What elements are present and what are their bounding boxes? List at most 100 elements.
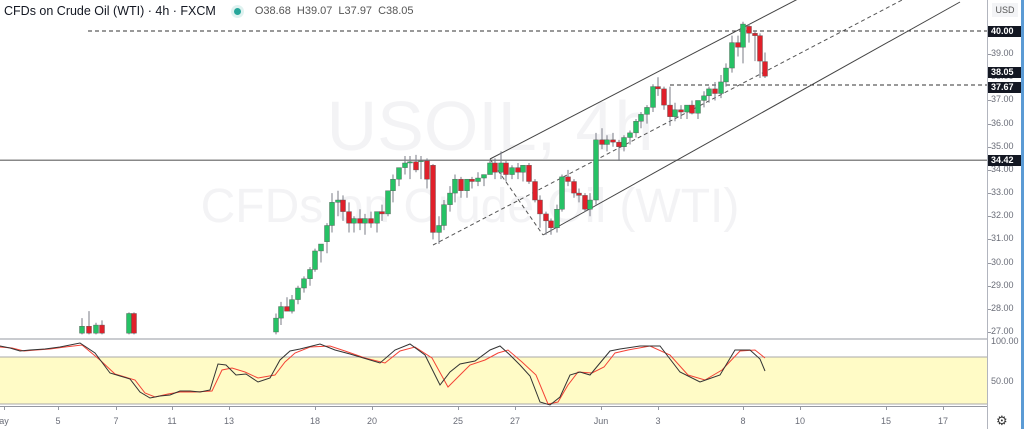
candle-down — [757, 35, 763, 62]
time-tick-label: 25 — [452, 416, 464, 426]
oscillator-band — [0, 357, 987, 404]
gear-icon: ⚙ — [996, 413, 1008, 428]
candle-up — [718, 81, 724, 94]
price-tick-mark — [988, 262, 991, 264]
time-tick-label: Jun — [593, 416, 609, 426]
ohlc-open: O38.68 — [254, 5, 291, 17]
time-tick-mark — [229, 407, 230, 410]
candle-down — [515, 167, 521, 173]
time-tick-mark — [800, 407, 801, 410]
price-level-tag[interactable]: 37.67 — [988, 82, 1021, 94]
candle-up — [295, 287, 301, 300]
time-tick-mark — [458, 407, 459, 410]
price-tick-label: 30.00 — [991, 256, 1014, 267]
stochastic-k-line — [0, 342, 766, 406]
time-tick-label: 27 — [509, 416, 521, 426]
time-axis[interactable]: ay 5 7 11 13 18 20 25 27 Jun 3 8 10 15 17 — [0, 406, 987, 429]
price-tick-label: 39.00 — [991, 48, 1014, 59]
candle-up — [312, 250, 318, 270]
price-tick-mark — [988, 169, 991, 171]
price-level-tag[interactable]: 38.05 — [988, 66, 1021, 78]
candle-up — [441, 204, 447, 226]
time-tick-mark — [601, 407, 602, 410]
chart-settings-button[interactable]: ⚙ — [996, 413, 1008, 429]
candle-down — [712, 88, 718, 94]
candle-down — [610, 139, 616, 143]
ohlc-low: L37.97 — [338, 5, 373, 17]
candle-down — [131, 313, 137, 334]
price-tick-label: 31.00 — [991, 233, 1014, 244]
candle-down — [503, 162, 509, 175]
price-tick-label: 34.00 — [991, 163, 1014, 174]
time-tick-mark — [886, 407, 887, 410]
channel-lower-line — [542, 1, 961, 236]
candle-down — [469, 178, 475, 182]
candle-down — [762, 61, 768, 77]
price-tick-mark — [988, 308, 991, 310]
time-tick-mark — [58, 407, 59, 410]
price-level-tag[interactable]: 34.42 — [988, 154, 1021, 166]
candle-up — [447, 192, 453, 205]
candle-down — [492, 162, 498, 173]
candle-up — [627, 132, 633, 138]
candle-down — [735, 42, 741, 48]
ohlc-close: C38.05 — [378, 5, 414, 17]
candle-up — [498, 162, 504, 173]
candle-down — [655, 86, 661, 90]
candle-up — [93, 324, 99, 334]
time-tick-label: ay — [0, 416, 9, 426]
candle-down — [368, 218, 374, 224]
candle-down — [340, 199, 346, 212]
currency-label[interactable]: USD — [992, 3, 1018, 17]
chart-header: CFDs on Crude Oil (WTI) · 4h · FXCM O38.… — [0, 0, 414, 22]
candle-up — [273, 317, 279, 333]
price-tick-mark — [988, 239, 991, 241]
candle-up — [638, 114, 644, 122]
candle-down — [543, 213, 549, 222]
candle-down — [284, 306, 290, 312]
candle-up — [520, 165, 526, 173]
price-tick-label: 36.00 — [991, 117, 1014, 128]
price-chart-canvas[interactable]: USOIL, 4h CFDs on Crude Oil (WTI) — [0, 0, 987, 406]
price-tick-label: 33.00 — [991, 187, 1014, 198]
candle-up — [672, 109, 678, 117]
candle-up — [554, 209, 560, 229]
time-tick-label: 20 — [366, 416, 378, 426]
candle-up — [374, 211, 380, 224]
price-axis[interactable]: USD 40.0039.0038.0037.0036.0035.0034.003… — [987, 0, 1024, 429]
time-tick-label: 11 — [167, 416, 177, 426]
price-tick-mark — [988, 146, 991, 148]
candle-up — [509, 167, 515, 175]
window-edge — [1021, 0, 1024, 429]
time-tick-mark — [515, 407, 516, 410]
candle-down — [99, 324, 105, 334]
time-tick-label: 8 — [740, 416, 746, 426]
candle-up — [729, 42, 735, 69]
oscillator-tick-label: 100.00 — [991, 336, 1019, 346]
candle-down — [430, 165, 436, 233]
candle-up — [650, 86, 656, 108]
candle-up — [396, 167, 402, 180]
time-tick-mark — [4, 407, 5, 410]
market-status-dot-icon — [233, 7, 241, 15]
time-tick-mark — [315, 407, 316, 410]
candle-up — [329, 202, 335, 226]
time-tick-mark — [116, 407, 117, 410]
candle-up — [289, 299, 295, 312]
time-tick-label: 13 — [223, 416, 235, 426]
candle-down — [565, 176, 571, 182]
price-level-tag[interactable]: 40.00 — [988, 25, 1021, 37]
channel-upper-line — [489, 0, 798, 160]
price-tick-label: 37.00 — [991, 94, 1014, 105]
price-tick-label: 28.00 — [991, 302, 1014, 313]
candle-up — [604, 139, 610, 145]
symbol-title[interactable]: CFDs on Crude Oil (WTI) · 4h · FXCM — [4, 4, 216, 18]
candle-up — [390, 178, 396, 191]
ohlc-high: H39.07 — [296, 5, 333, 17]
time-tick-label: 17 — [937, 416, 949, 426]
candle-down — [689, 104, 695, 114]
candle-down — [576, 192, 582, 196]
watermark-description: CFDs on Crude Oil (WTI) — [201, 180, 740, 233]
candle-down — [616, 141, 622, 147]
candle-down — [86, 326, 92, 334]
